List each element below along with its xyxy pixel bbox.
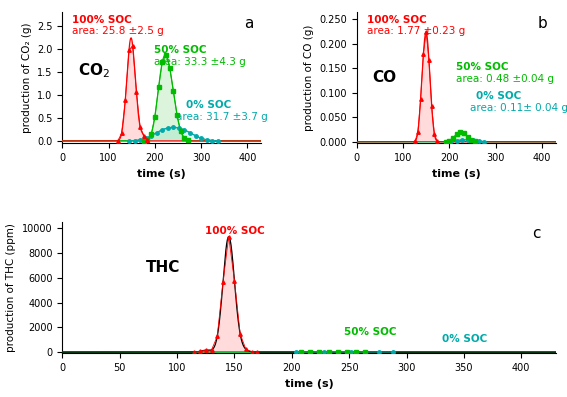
Text: area: 1.77 ±0.23 g: area: 1.77 ±0.23 g: [367, 26, 465, 37]
Text: 50% SOC: 50% SOC: [456, 62, 509, 72]
Text: 0% SOC: 0% SOC: [186, 100, 231, 110]
Y-axis label: production of THC (ppm): production of THC (ppm): [6, 223, 16, 352]
Text: area: 0.48 ±0.04 g: area: 0.48 ±0.04 g: [456, 73, 554, 84]
Text: 100% SOC: 100% SOC: [73, 15, 132, 25]
Text: CO: CO: [373, 70, 397, 85]
Text: area: 25.8 ±2.5 g: area: 25.8 ±2.5 g: [73, 26, 164, 37]
Text: area: 0.11± 0.04 g: area: 0.11± 0.04 g: [470, 102, 567, 112]
Text: 100% SOC: 100% SOC: [367, 15, 426, 25]
Text: CO$_2$: CO$_2$: [78, 62, 110, 80]
Text: 0% SOC: 0% SOC: [442, 333, 488, 344]
Text: area: 31.7 ±3.7 g: area: 31.7 ±3.7 g: [176, 112, 268, 122]
X-axis label: time (s): time (s): [137, 168, 186, 179]
Text: area: 33.3 ±4.3 g: area: 33.3 ±4.3 g: [154, 56, 246, 67]
X-axis label: time (s): time (s): [285, 379, 333, 389]
Text: THC: THC: [146, 260, 181, 276]
Text: 50% SOC: 50% SOC: [154, 45, 206, 55]
Text: c: c: [532, 226, 541, 241]
X-axis label: time (s): time (s): [432, 168, 481, 179]
Text: a: a: [244, 16, 253, 31]
Text: 0% SOC: 0% SOC: [476, 91, 521, 101]
Text: 50% SOC: 50% SOC: [344, 327, 396, 337]
Y-axis label: production of CO₂ (g): production of CO₂ (g): [22, 22, 32, 133]
Text: b: b: [538, 16, 548, 31]
Y-axis label: production of CO (g): production of CO (g): [304, 24, 314, 131]
Text: 100% SOC: 100% SOC: [205, 226, 265, 236]
